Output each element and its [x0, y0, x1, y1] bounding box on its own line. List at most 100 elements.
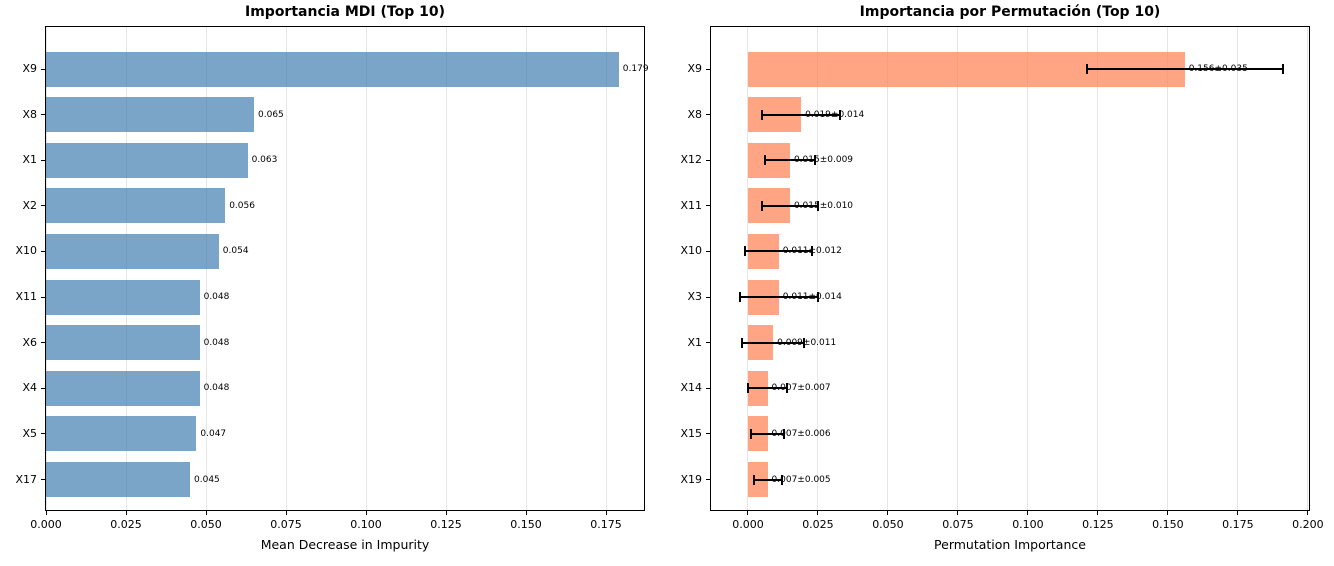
x-tick-label: 0.175 — [1222, 518, 1254, 531]
x-tick-mark — [365, 511, 367, 515]
value-label: 0.007±0.005 — [771, 474, 831, 485]
value-label: 0.015±0.009 — [793, 155, 854, 166]
y-tick-mark — [41, 114, 45, 116]
value-label: 0.007±0.007 — [771, 383, 831, 394]
error-bar-cap — [780, 474, 783, 485]
error-bar-cap — [783, 428, 786, 439]
bar — [46, 416, 197, 452]
error-bar-cap — [746, 383, 749, 394]
permutation-x-axis-label: Permutation Importance — [934, 537, 1086, 552]
x-tick-label: 0.050 — [190, 518, 222, 531]
bar — [46, 51, 619, 87]
error-bar-line — [1086, 68, 1283, 70]
x-tick-label: 0.075 — [942, 518, 974, 531]
y-tick-label: X8 — [22, 107, 37, 121]
x-tick-label: 0.100 — [350, 518, 382, 531]
error-bar-line — [764, 159, 816, 162]
x-tick-mark — [45, 511, 47, 515]
x-tick-label: 0.175 — [590, 518, 622, 531]
x-tick-label: 0.000 — [30, 518, 62, 531]
x-tick-label: 0.075 — [270, 518, 302, 531]
grid-line — [525, 27, 527, 510]
value-label: 0.009±0.011 — [777, 337, 837, 348]
y-tick-label: X1 — [687, 335, 702, 349]
grid-line — [285, 27, 287, 510]
x-tick-mark — [285, 511, 287, 515]
y-tick-label: X17 — [15, 472, 37, 486]
bar — [46, 233, 219, 269]
grid-line — [887, 27, 889, 510]
y-tick-label: X14 — [680, 381, 702, 395]
error-bar-line — [750, 432, 785, 435]
grid-line — [1307, 27, 1309, 510]
bar — [46, 142, 248, 178]
grid-line — [1237, 27, 1239, 510]
x-tick-mark — [747, 511, 749, 515]
error-bar-line — [745, 250, 813, 253]
x-tick-label: 0.150 — [1152, 518, 1184, 531]
y-tick-label: X10 — [15, 244, 37, 258]
value-label: 0.047 — [200, 428, 227, 439]
y-tick-mark — [41, 68, 45, 70]
x-tick-mark — [957, 511, 959, 515]
x-tick-mark — [525, 511, 527, 515]
x-tick-mark — [445, 511, 447, 515]
error-bar-cap — [752, 474, 755, 485]
y-tick-mark — [706, 205, 710, 207]
y-tick-label: X11 — [15, 290, 37, 304]
bar — [46, 279, 200, 315]
error-bar-cap — [839, 109, 842, 120]
error-bar-cap — [802, 337, 805, 348]
y-tick-label: X9 — [687, 62, 702, 75]
y-tick-mark — [41, 387, 45, 389]
y-tick-label: X2 — [22, 198, 37, 212]
mdi-plot-area: 0.000 0.025 0.050 0.075 0.100 0.125 0.150 0.175… — [15, 26, 649, 531]
grid-line — [1097, 27, 1099, 510]
x-tick-label: 0.025 — [110, 518, 142, 531]
x-tick-label: 0.200 — [1292, 518, 1324, 531]
error-bar-cap — [744, 246, 747, 257]
y-tick-mark — [41, 342, 45, 344]
error-bar-cap — [760, 109, 763, 120]
y-tick-label: X3 — [687, 290, 702, 304]
value-label: 0.179 — [622, 64, 649, 74]
value-label: 0.054 — [222, 246, 249, 257]
error-bar-line — [739, 296, 818, 299]
error-bar-cap — [1281, 64, 1284, 74]
bar — [46, 325, 200, 361]
y-tick-mark — [41, 250, 45, 252]
error-bar-line — [761, 204, 818, 207]
y-tick-mark — [706, 68, 710, 70]
bar — [46, 188, 226, 224]
y-tick-label: X12 — [680, 153, 702, 167]
permutation-chart-title: Importancia por Permutación (Top 10) — [859, 4, 1161, 20]
value-label: 0.011±0.014 — [782, 292, 842, 303]
error-bar-line — [747, 387, 788, 390]
grid-line — [1167, 27, 1169, 510]
x-tick-label: 0.050 — [872, 518, 904, 531]
value-label: 0.056 — [229, 200, 255, 211]
value-label: 0.048 — [203, 337, 230, 348]
value-label: 0.156±0.035 — [1188, 64, 1248, 74]
grid-line — [445, 27, 447, 510]
y-tick-mark — [706, 250, 710, 252]
error-bar-cap — [749, 428, 752, 439]
y-tick-label: X10 — [680, 244, 702, 258]
x-tick-mark — [1027, 511, 1029, 515]
bar — [46, 97, 254, 133]
bar — [46, 370, 200, 406]
x-tick-mark — [205, 511, 207, 515]
y-tick-mark — [706, 296, 710, 298]
x-tick-mark — [1097, 511, 1099, 515]
x-tick-mark — [817, 511, 819, 515]
error-bar-line — [761, 113, 841, 116]
x-tick-label: 0.125 — [1082, 518, 1114, 531]
x-tick-mark — [1307, 511, 1309, 515]
error-bar-cap — [738, 292, 741, 303]
value-label: 0.011±0.012 — [782, 246, 842, 257]
x-tick-label: 0.100 — [1012, 518, 1044, 531]
mdi-x-axis-label: Mean Decrease in Impurity — [260, 537, 430, 552]
value-label: 0.063 — [251, 155, 278, 166]
y-tick-label: X19 — [680, 472, 702, 486]
